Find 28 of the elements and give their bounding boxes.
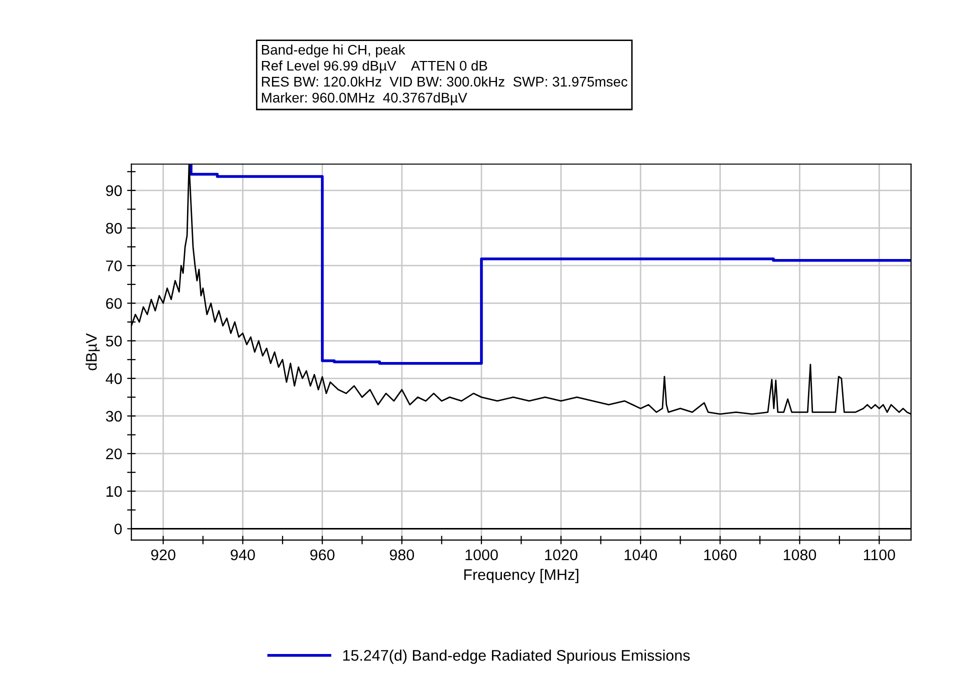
x-tick-label: 1080 [784, 549, 816, 560]
x-tick-label: 1060 [704, 549, 737, 560]
y-tick-label: 40 [106, 373, 122, 384]
x-tick-label: 980 [390, 549, 414, 560]
text: RES BW: 120.0kHz VID BW: 300.0kHz SWP: 31.975msec [262, 76, 628, 87]
y-tick-label: 30 [106, 410, 122, 422]
y-tick-label: 20 [106, 448, 122, 460]
x-tick-label: 960 [310, 549, 334, 560]
y-tick-label: 10 [106, 486, 122, 497]
text: Marker: 960.0MHz 40.3767dBµV [262, 92, 468, 106]
y-tick-label: 60 [106, 298, 122, 309]
x-tick-label: 1020 [545, 549, 578, 560]
x-tick-label: 940 [230, 549, 255, 560]
y-tick-label: 0 [114, 524, 122, 534]
x-axis-title: Frequency [MHz] [464, 568, 578, 584]
x-tick-label: 920 [151, 549, 176, 560]
y-axis-title: dBµV [86, 333, 100, 370]
y-tick-label: 70 [106, 260, 122, 272]
x-tick-label: 1000 [466, 549, 498, 560]
line-series [190, 164, 912, 365]
y-tick-label: 80 [106, 222, 122, 234]
text: Band-edge hi CH, peak [262, 44, 406, 58]
x-tick-label: 1040 [624, 549, 657, 560]
x-tick-label: 1100 [864, 549, 896, 560]
y-tick-label: 90 [106, 185, 122, 196]
legend-label: 15.247(d) Band-edge Radiated Spurious Emissions [343, 650, 690, 664]
text: Ref Level 96.99 dBµV ATTEN 0 dB [262, 60, 488, 74]
y-tick-label: 50 [106, 336, 122, 346]
